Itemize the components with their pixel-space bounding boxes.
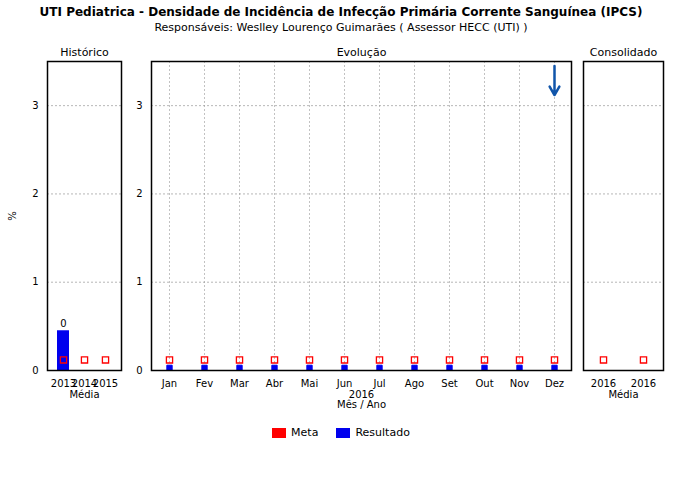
svg-text:2016: 2016 (591, 378, 616, 389)
svg-text:3: 3 (32, 100, 38, 111)
svg-text:2: 2 (32, 188, 38, 199)
svg-text:0: 0 (32, 365, 38, 376)
svg-text:3: 3 (136, 100, 142, 111)
svg-text:Nov: Nov (510, 378, 530, 389)
svg-text:1: 1 (136, 276, 142, 287)
svg-text:2015: 2015 (93, 378, 118, 389)
svg-text:Dez: Dez (545, 378, 564, 389)
svg-text:2: 2 (136, 188, 142, 199)
svg-text:2016Mês / Ano: 2016Mês / Ano (337, 389, 386, 410)
html-text:Meta: Meta (291, 426, 319, 439)
svg-text:0: 0 (136, 365, 142, 376)
svg-text:Evolução: Evolução (337, 46, 387, 59)
html-text:Resultado: Resultado (355, 426, 410, 439)
svg-text:Jul: Jul (372, 378, 385, 389)
svg-text:Abr: Abr (266, 378, 284, 389)
svg-text:Média: Média (608, 389, 638, 400)
svg-text:Fev: Fev (196, 378, 213, 389)
svg-text:Média: Média (69, 389, 99, 400)
svg-text:2013: 2013 (50, 377, 77, 389)
svg-text:Jun: Jun (336, 378, 353, 389)
svg-text:Set: Set (441, 378, 458, 389)
svg-text:Ago: Ago (405, 378, 424, 389)
svg-text:Jan: Jan (161, 378, 177, 389)
svg-text:Mar: Mar (230, 378, 250, 389)
html-text:UTI Pediatrica - Densidade de: UTI Pediatrica - Densidade de Incidência… (39, 5, 643, 19)
svg-text:Out: Out (475, 378, 493, 389)
svg-text:Histórico: Histórico (60, 46, 109, 59)
svg-text:%: % (7, 211, 18, 221)
svg-text:1: 1 (32, 276, 38, 287)
svg-text:0: 0 (60, 318, 66, 329)
svg-text:2016: 2016 (631, 378, 656, 389)
svg-text:Consolidado: Consolidado (590, 46, 658, 59)
svg-text:2014: 2014 (71, 377, 98, 389)
svg-text:Mai: Mai (301, 378, 319, 389)
html-text:Responsáveis: Weslley Lourenço: Responsáveis: Weslley Lourenço Guimarães… (154, 21, 528, 34)
